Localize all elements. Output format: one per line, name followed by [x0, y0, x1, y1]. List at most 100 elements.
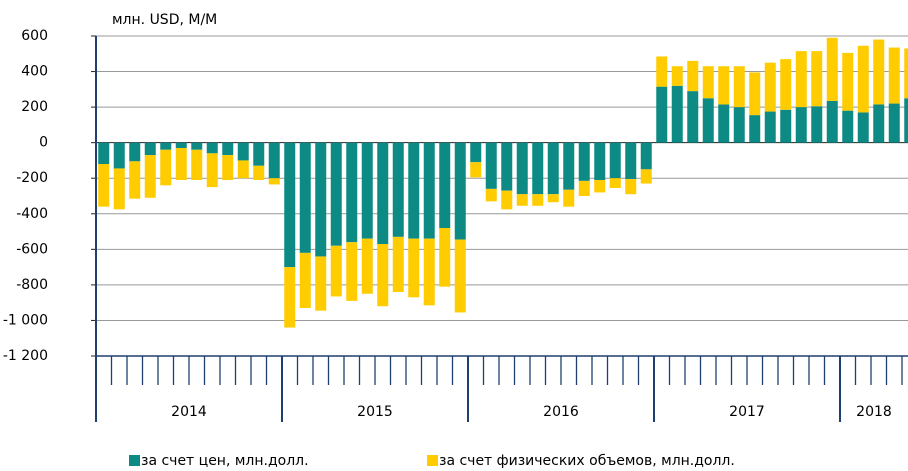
- bar: [532, 194, 544, 206]
- bar: [547, 142, 559, 195]
- bar: [904, 98, 908, 143]
- bar: [749, 72, 761, 116]
- bar: [485, 188, 497, 202]
- bar: [656, 56, 668, 87]
- legend-label: за счет физических объемов, млн.долл.: [439, 453, 735, 469]
- y-tick-label: -400: [16, 206, 48, 222]
- bar: [671, 85, 683, 143]
- bar: [594, 180, 606, 193]
- bar: [377, 244, 389, 307]
- bar: [439, 228, 451, 287]
- year-label: 2017: [729, 404, 765, 420]
- bar: [594, 142, 606, 180]
- bar: [129, 142, 141, 162]
- bar: [222, 155, 234, 180]
- bar: [857, 45, 869, 113]
- bar: [857, 112, 869, 143]
- y-tick-label: 600: [21, 28, 48, 44]
- legend-swatch: [427, 455, 438, 466]
- bar: [578, 180, 590, 196]
- bar: [640, 142, 652, 170]
- bar: [625, 142, 637, 180]
- bar: [144, 155, 156, 198]
- bar: [516, 142, 528, 195]
- bar: [656, 86, 668, 143]
- bar: [175, 148, 187, 180]
- bar: [842, 110, 854, 143]
- bar: [113, 168, 125, 210]
- bar: [206, 153, 218, 188]
- bar: [609, 178, 621, 188]
- bar: [160, 149, 172, 186]
- year-label: 2014: [171, 404, 207, 420]
- bar: [516, 194, 528, 206]
- year-label: 2015: [357, 404, 393, 420]
- bar: [826, 37, 838, 101]
- y-tick-label: 200: [21, 99, 48, 115]
- bar: [625, 179, 637, 195]
- bar: [795, 51, 807, 108]
- bar: [501, 190, 513, 210]
- bar: [392, 236, 404, 292]
- bar: [578, 142, 590, 181]
- bar: [702, 66, 714, 99]
- bar: [361, 238, 373, 294]
- y-axis-title: млн. USD, М/М: [112, 12, 217, 28]
- bar: [315, 142, 327, 257]
- y-tick-label: 400: [21, 64, 48, 80]
- bar: [702, 98, 714, 143]
- bar: [191, 149, 203, 180]
- bar: [826, 100, 838, 143]
- bar: [470, 162, 482, 178]
- bar: [501, 142, 513, 191]
- bar: [160, 142, 172, 150]
- bar: [795, 107, 807, 143]
- bar: [687, 91, 699, 143]
- bar: [780, 109, 792, 143]
- bar: [749, 115, 761, 143]
- bar: [470, 142, 482, 163]
- bar: [423, 238, 435, 306]
- bar: [299, 142, 311, 253]
- bar: [408, 142, 420, 239]
- bar: [408, 238, 420, 298]
- bar: [346, 242, 358, 301]
- bar: [671, 66, 683, 86]
- y-tick-label: 0: [39, 135, 48, 151]
- bar: [191, 142, 203, 150]
- bar: [253, 165, 265, 180]
- bar: [439, 142, 451, 228]
- bar: [532, 142, 544, 195]
- bar: [175, 142, 187, 148]
- bar: [206, 142, 218, 154]
- bar: [687, 60, 699, 92]
- bar: [563, 189, 575, 207]
- bar: [563, 142, 575, 190]
- bar: [873, 39, 885, 105]
- year-label: 2018: [856, 404, 892, 420]
- bar: [377, 142, 389, 244]
- bar: [392, 142, 404, 237]
- bar: [811, 51, 823, 107]
- y-tick-label: -600: [16, 241, 48, 257]
- bar: [284, 142, 296, 268]
- bar: [547, 194, 559, 203]
- bar: [113, 142, 125, 169]
- bar: [764, 62, 776, 112]
- bar: [299, 252, 311, 308]
- bar: [98, 142, 110, 164]
- bar: [873, 104, 885, 143]
- bar: [361, 142, 373, 239]
- bar: [253, 142, 265, 166]
- bar: [129, 161, 141, 199]
- bar: [718, 66, 730, 105]
- bar: [330, 245, 342, 297]
- bar: [780, 59, 792, 110]
- bar: [423, 142, 435, 239]
- y-tick-label: -800: [16, 277, 48, 293]
- bar: [811, 106, 823, 143]
- legend-swatch: [129, 455, 140, 466]
- y-tick-label: -1 200: [3, 348, 48, 364]
- bar: [268, 142, 280, 179]
